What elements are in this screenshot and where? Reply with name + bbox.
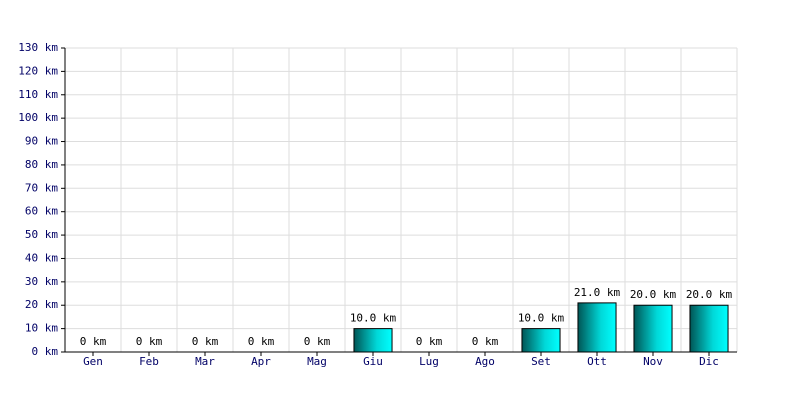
x-tick-label: Mar: [195, 355, 215, 368]
value-label: 0 km: [304, 335, 331, 348]
x-tick-label: Ago: [475, 355, 495, 368]
value-label: 20.0 km: [630, 288, 677, 301]
bar: [353, 328, 393, 353]
x-tick-label: Dic: [699, 355, 719, 368]
value-label: 20.0 km: [686, 288, 733, 301]
y-tick-label: 80 km: [25, 158, 58, 171]
y-tick-label: 30 km: [25, 275, 58, 288]
y-tick-label: 20 km: [25, 298, 58, 311]
x-tick-label: Mag: [307, 355, 327, 368]
bar: [689, 304, 729, 353]
y-tick-label: 90 km: [25, 135, 58, 148]
value-label: 0 km: [136, 335, 163, 348]
bar: [577, 302, 617, 353]
value-label: 0 km: [248, 335, 275, 348]
y-tick-label: 0 km: [32, 345, 59, 358]
value-label: 10.0 km: [518, 312, 565, 325]
y-tick-label: 130 km: [18, 41, 58, 54]
y-tick-label: 50 km: [25, 228, 58, 241]
y-tick-label: 40 km: [25, 251, 58, 264]
x-tick-label: Ott: [587, 355, 607, 368]
value-label: 0 km: [472, 335, 499, 348]
y-tick-label: 110 km: [18, 88, 58, 101]
x-tick-label: Giu: [363, 355, 383, 368]
x-tick-label: Gen: [83, 355, 103, 368]
bar: [633, 304, 673, 353]
value-label: 10.0 km: [350, 312, 397, 325]
x-tick-label: Apr: [251, 355, 271, 368]
y-tick-label: 100 km: [18, 111, 58, 124]
y-tick-label: 70 km: [25, 181, 58, 194]
y-tick-label: 120 km: [18, 64, 58, 77]
y-tick-label: 10 km: [25, 322, 58, 335]
x-tick-label: Lug: [419, 355, 439, 368]
value-label: 0 km: [80, 335, 107, 348]
x-tick-label: Set: [531, 355, 551, 368]
x-tick-label: Nov: [643, 355, 663, 368]
bar: [521, 328, 561, 353]
value-label: 0 km: [416, 335, 443, 348]
y-tick-label: 60 km: [25, 205, 58, 218]
value-label: 0 km: [192, 335, 219, 348]
x-tick-label: Feb: [139, 355, 159, 368]
value-label: 21.0 km: [574, 286, 621, 299]
